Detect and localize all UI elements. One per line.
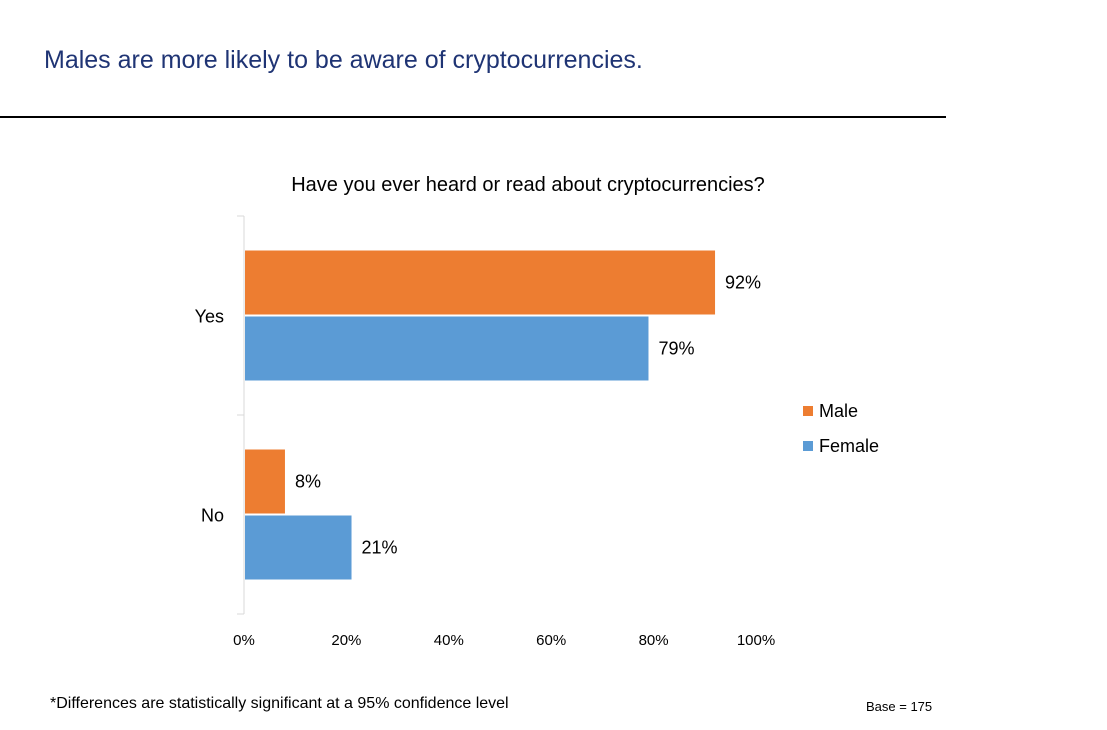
x-tick-label: 0% xyxy=(233,632,255,649)
category-label: Yes xyxy=(195,307,224,327)
x-tick-label: 60% xyxy=(536,632,566,649)
headline-divider xyxy=(0,116,946,118)
x-tick-label: 40% xyxy=(434,632,464,649)
footnote: *Differences are statistically significa… xyxy=(50,695,509,712)
chart-title: Have you ever heard or read about crypto… xyxy=(291,174,765,196)
x-tick-label: 20% xyxy=(331,632,361,649)
base-size: Base = 175 xyxy=(866,699,933,714)
bar-female-yes xyxy=(245,316,649,381)
legend-label-male: Male xyxy=(819,401,858,421)
data-label: 21% xyxy=(362,538,398,558)
x-tick-label: 100% xyxy=(737,632,775,649)
category-label: No xyxy=(201,506,224,526)
legend-swatch-female xyxy=(803,441,813,451)
legend-swatch-male xyxy=(803,406,813,416)
bar-female-no xyxy=(245,515,352,580)
data-label: 92% xyxy=(725,273,761,293)
bar-male-yes xyxy=(245,250,716,315)
slide-headline: Males are more likely to be aware of cry… xyxy=(44,46,643,74)
data-label: 8% xyxy=(295,472,321,492)
bar-chart: Have you ever heard or read about crypto… xyxy=(195,174,879,649)
x-tick-label: 80% xyxy=(639,632,669,649)
data-label: 79% xyxy=(658,339,694,359)
legend-label-female: Female xyxy=(819,436,879,456)
bar-male-no xyxy=(245,449,285,514)
